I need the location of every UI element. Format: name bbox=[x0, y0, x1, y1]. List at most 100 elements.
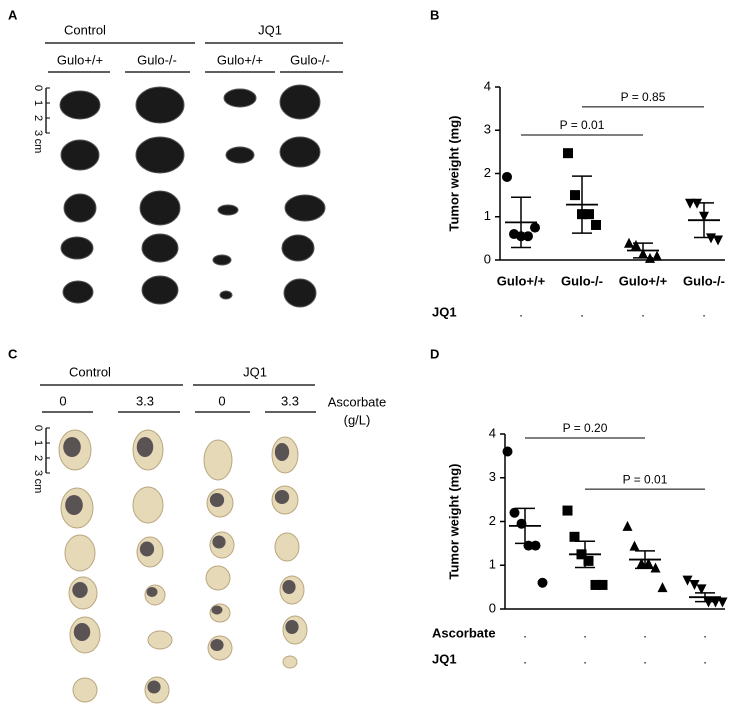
data-point bbox=[696, 584, 707, 595]
data-point bbox=[685, 198, 695, 209]
tumor-photo bbox=[223, 88, 257, 108]
tumor-photo bbox=[63, 193, 97, 223]
data-point bbox=[643, 558, 654, 569]
tumor-stain bbox=[63, 437, 81, 457]
x-tick-label: Gulo-/- bbox=[561, 273, 603, 288]
scale-label: 1 bbox=[32, 100, 44, 106]
data-point bbox=[509, 507, 520, 518]
data-point bbox=[530, 540, 541, 551]
tumor-photo bbox=[141, 275, 179, 305]
row-mark: . bbox=[523, 625, 527, 640]
panel-c: Control JQ1 0 3.3 0 3.3 Ascorbate (g/L) bbox=[40, 364, 386, 427]
scale-label: 2 bbox=[32, 455, 44, 461]
row-label: JQ1 bbox=[432, 651, 457, 666]
tumor-stain bbox=[136, 437, 154, 457]
header: Control bbox=[69, 364, 111, 379]
p-value: P = 0.01 bbox=[560, 118, 605, 132]
tumor-stain bbox=[146, 587, 158, 597]
row-mark: . bbox=[643, 625, 647, 640]
row-label: Ascorbate bbox=[432, 625, 496, 640]
y-tick-label: 4 bbox=[489, 425, 496, 440]
tumor-stain bbox=[285, 620, 299, 634]
panel-letter: A bbox=[8, 7, 18, 22]
scale-label: 1 bbox=[32, 440, 44, 446]
data-point bbox=[563, 148, 573, 159]
data-point bbox=[631, 239, 641, 250]
tumor-photo bbox=[203, 439, 233, 481]
data-point bbox=[657, 582, 668, 593]
y-tick-label: 4 bbox=[484, 78, 491, 93]
data-point bbox=[569, 531, 580, 542]
y-tick-label: 0 bbox=[484, 251, 491, 266]
x-tick-label: Gulo+/+ bbox=[497, 273, 546, 288]
data-point bbox=[530, 222, 540, 233]
data-point bbox=[713, 235, 723, 246]
panel-a: Control JQ1 Gulo+/+ Gulo-/- Gulo+/+ Gulo… bbox=[45, 22, 343, 73]
data-point bbox=[584, 209, 594, 220]
data-point bbox=[703, 597, 714, 608]
data-point bbox=[682, 575, 693, 586]
subheader: 3.3 bbox=[136, 393, 154, 408]
y-axis-label: Tumor weight (mg) bbox=[446, 463, 461, 579]
tumor-photo bbox=[217, 204, 239, 216]
data-point bbox=[624, 237, 634, 248]
scale-label: 2 bbox=[32, 115, 44, 121]
tumor-stain bbox=[282, 580, 296, 594]
data-point bbox=[717, 597, 728, 608]
tumor-photo bbox=[72, 677, 98, 703]
row-mark: . bbox=[703, 625, 707, 640]
subheader: Gulo-/- bbox=[290, 52, 330, 67]
subheader: 3.3 bbox=[281, 393, 299, 408]
y-tick-label: 1 bbox=[484, 208, 491, 223]
tumor-photo bbox=[59, 90, 101, 120]
data-point bbox=[537, 577, 548, 588]
data-point bbox=[710, 597, 721, 608]
row-mark: . bbox=[703, 651, 707, 666]
tumor-photo bbox=[60, 236, 94, 260]
data-point bbox=[523, 231, 533, 242]
y-tick-label: 0 bbox=[489, 600, 496, 615]
panel-letter: B bbox=[430, 7, 439, 22]
data-point bbox=[652, 250, 662, 261]
data-point bbox=[570, 190, 580, 201]
data-point bbox=[650, 562, 661, 573]
panel-letter: D bbox=[430, 346, 439, 361]
tumor-photo bbox=[132, 486, 164, 524]
row-mark: . bbox=[580, 304, 584, 319]
scale-label: 0 bbox=[32, 85, 44, 91]
tumor-photo bbox=[219, 290, 233, 300]
tumor-stain bbox=[147, 680, 161, 694]
row-label: JQ1 bbox=[432, 304, 457, 319]
y-axis-label: Tumor weight (mg) bbox=[446, 115, 461, 231]
x-tick-label: Gulo-/- bbox=[683, 273, 725, 288]
y-tick-label: 3 bbox=[484, 122, 491, 137]
scale-label: 3 bbox=[32, 470, 44, 476]
row-mark: . bbox=[641, 304, 645, 319]
tumor-photo bbox=[281, 234, 315, 262]
data-point bbox=[636, 558, 647, 569]
tumor-photo bbox=[282, 655, 298, 669]
subheader: Gulo+/+ bbox=[217, 52, 263, 67]
tumor-photo bbox=[283, 278, 317, 308]
header: JQ1 bbox=[258, 22, 282, 37]
tumor-stain bbox=[210, 639, 224, 651]
row-mark: . bbox=[523, 651, 527, 666]
tumor-photo bbox=[139, 190, 181, 226]
side-label: Ascorbate bbox=[328, 394, 387, 409]
tumor-photo bbox=[225, 146, 255, 164]
subheader: Gulo+/+ bbox=[57, 52, 103, 67]
p-value: P = 0.01 bbox=[623, 472, 668, 486]
tumor-photo bbox=[135, 136, 185, 174]
tumor-stain bbox=[72, 582, 88, 598]
data-point bbox=[590, 579, 601, 590]
y-tick-label: 2 bbox=[484, 165, 491, 180]
subheader: 0 bbox=[218, 393, 225, 408]
tumor-photo bbox=[279, 84, 321, 120]
row-mark: . bbox=[643, 651, 647, 666]
tumor-photo bbox=[205, 565, 231, 591]
row-mark: . bbox=[583, 651, 587, 666]
scale-unit: cm bbox=[32, 479, 44, 494]
x-tick-label: Gulo+/+ bbox=[619, 273, 668, 288]
p-value: P = 0.20 bbox=[563, 421, 608, 435]
